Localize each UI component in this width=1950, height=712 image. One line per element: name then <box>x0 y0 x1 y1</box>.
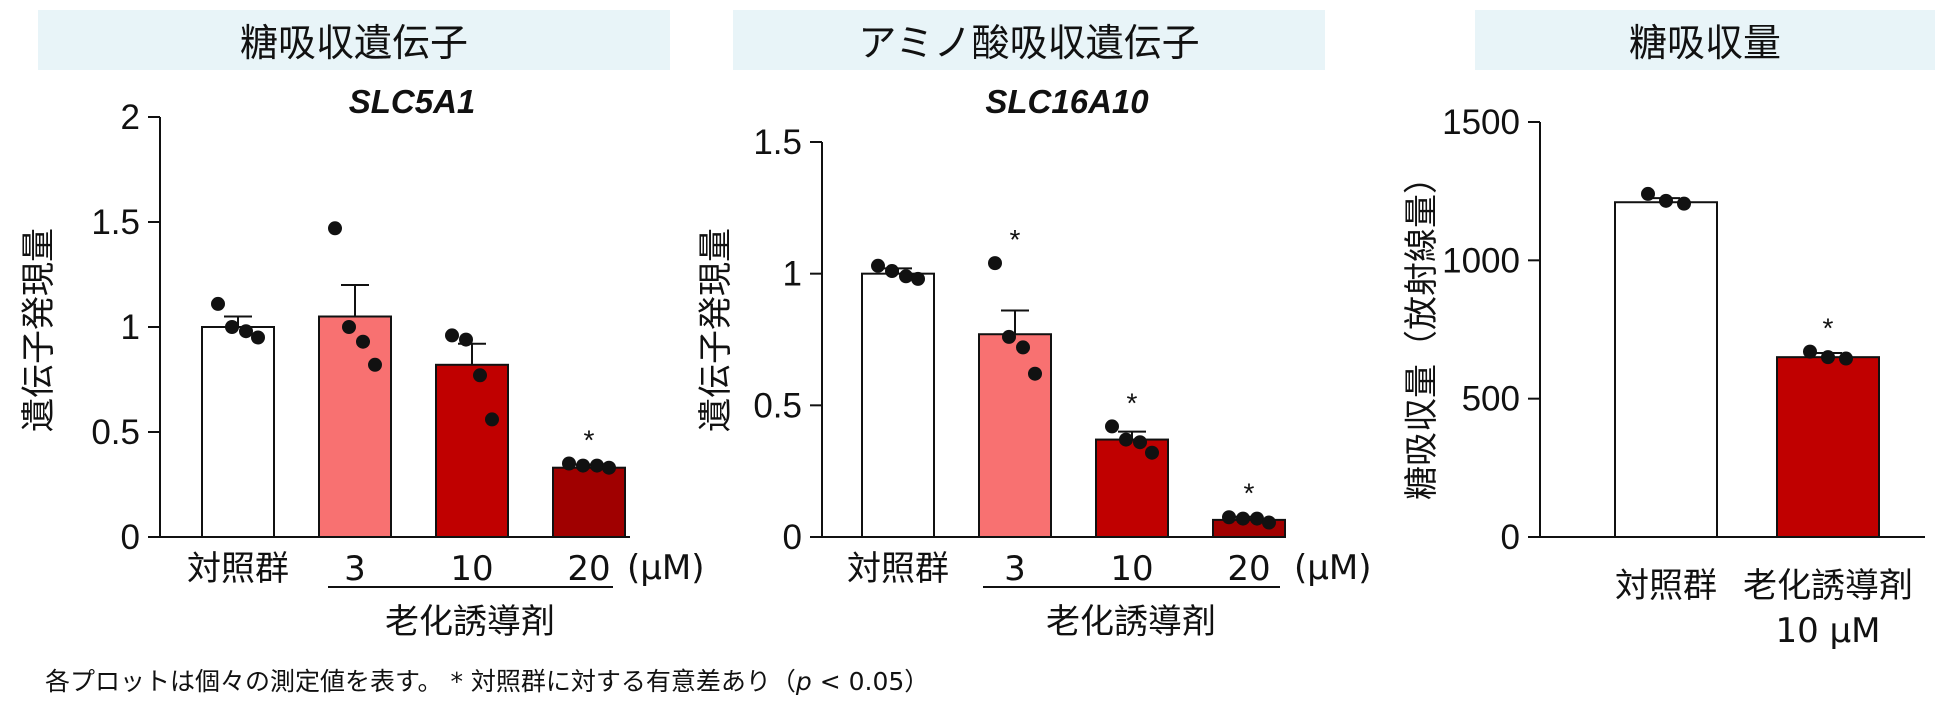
bar <box>435 363 509 538</box>
data-point <box>899 269 913 284</box>
data-point <box>602 460 616 475</box>
data-point <box>911 271 925 286</box>
data-point <box>342 320 356 334</box>
significance-star: * <box>1010 224 1021 255</box>
data-point <box>356 334 370 349</box>
bar <box>201 326 275 538</box>
y-tick-label: 0 <box>1501 518 1520 557</box>
data-point <box>1641 186 1655 201</box>
data-point <box>1659 193 1673 208</box>
y-tick-label: 1.5 <box>753 123 802 162</box>
category-label: 3 <box>344 549 366 589</box>
data-point <box>562 456 576 471</box>
panel2-header-box <box>733 10 1325 70</box>
y-tick-label: 1000 <box>1442 241 1520 280</box>
panel2-unit-label: (μM) <box>1294 548 1372 588</box>
significance-star: * <box>1244 478 1255 509</box>
panel1-header: 糖吸収遺伝子 <box>240 21 468 65</box>
category-label: 老化誘導剤 <box>1743 566 1913 606</box>
category-sublabel: 10 μM <box>1775 611 1880 651</box>
panel3-header-box <box>1475 10 1935 70</box>
data-point <box>1839 351 1853 366</box>
data-point <box>1105 419 1119 434</box>
bar <box>552 466 626 539</box>
panel3-y-axis-label: 糖吸収量（放射線量） <box>1402 160 1442 500</box>
footnote-p-symbol: p <box>795 667 812 696</box>
data-point <box>1133 435 1147 450</box>
data-point <box>1145 445 1159 460</box>
data-point <box>459 332 473 347</box>
data-point <box>225 320 239 334</box>
y-tick-label: 1 <box>783 255 802 294</box>
panel1-group-label: 老化誘導剤 <box>385 602 555 642</box>
panel2-y-axis-label: 遺伝子発現量 <box>696 228 736 432</box>
category-label: 10 <box>1110 549 1153 589</box>
panel2-header: アミノ酸吸収遺伝子 <box>858 21 1199 65</box>
data-point <box>1821 350 1835 365</box>
data-point <box>1250 511 1264 526</box>
data-point <box>328 221 342 236</box>
bar <box>861 272 935 538</box>
category-label: 20 <box>1227 549 1270 589</box>
data-point <box>368 357 382 372</box>
data-point <box>1002 329 1016 344</box>
data-point <box>239 324 253 339</box>
data-point <box>871 258 885 273</box>
y-tick-label: 0 <box>121 518 140 557</box>
data-point <box>885 264 899 279</box>
data-point <box>576 458 590 473</box>
data-point <box>1262 515 1276 530</box>
footnote-text: 各プロットは個々の測定値を表す。 * 対照群に対する有意差あり（ <box>45 667 796 696</box>
footnote-threshold: < 0.05） <box>812 667 930 696</box>
data-point <box>590 458 604 473</box>
panel1-gene-title: SLC5A1 <box>349 83 476 120</box>
panel2-group-label: 老化誘導剤 <box>1046 602 1216 642</box>
y-tick-label: 1.5 <box>91 203 140 242</box>
data-point <box>1236 511 1250 526</box>
category-label: 対照群 <box>187 549 289 589</box>
y-tick-label: 500 <box>1462 380 1520 419</box>
bar <box>1614 201 1718 538</box>
significance-star: * <box>584 425 595 456</box>
panel1-plot: 0 0.5 1 1.5 2 対照群 3 10 * 20 <box>91 98 630 589</box>
data-point <box>988 256 1002 271</box>
plots: 0 0.5 1 1.5 2 対照群 3 10 * 20 0 0.5 1 1.5 対照群 * 3 * 10 * 20 0 50… <box>91 98 1925 651</box>
category-label: 10 <box>450 549 493 589</box>
data-point <box>211 296 225 311</box>
bar <box>318 315 392 538</box>
data-point <box>1119 432 1133 447</box>
y-tick-label: 0.5 <box>753 386 802 425</box>
data-point <box>473 368 487 383</box>
category-label: 対照群 <box>1615 566 1717 606</box>
data-point <box>1677 196 1691 211</box>
panel1-header-box <box>38 10 670 70</box>
significance-star: * <box>1127 387 1138 418</box>
category-label: 20 <box>567 549 610 589</box>
data-point <box>251 330 265 345</box>
category-label: 3 <box>1004 549 1026 589</box>
panel3-plot: 0 500 1000 1500 対照群 * 老化誘導剤 10 μM <box>1442 103 1925 651</box>
data-point <box>485 412 499 427</box>
footnote: 各プロットは個々の測定値を表す。 * 対照群に対する有意差あり（p < 0.05… <box>45 667 929 696</box>
category-label: 対照群 <box>847 549 949 589</box>
y-tick-label: 0.5 <box>91 413 140 452</box>
data-point <box>1016 340 1030 355</box>
panel2-plot: 0 0.5 1 1.5 対照群 * 3 * 10 * 20 <box>753 123 1286 589</box>
panel1-unit-label: (μM) <box>627 548 705 588</box>
bar <box>978 333 1052 538</box>
panel2-gene-title: SLC16A10 <box>985 83 1149 120</box>
significance-star: * <box>1823 313 1834 344</box>
panel3-header: 糖吸収量 <box>1629 21 1781 65</box>
panel1-y-axis-label: 遺伝子発現量 <box>19 228 59 432</box>
bar <box>1776 356 1880 538</box>
data-point <box>1803 344 1817 359</box>
data-point <box>1222 510 1236 525</box>
y-tick-label: 0 <box>783 518 802 557</box>
data-point <box>445 328 459 343</box>
data-point <box>1028 366 1042 381</box>
y-tick-label: 2 <box>121 98 140 137</box>
y-tick-label: 1 <box>121 308 140 347</box>
y-tick-label: 1500 <box>1442 103 1520 142</box>
